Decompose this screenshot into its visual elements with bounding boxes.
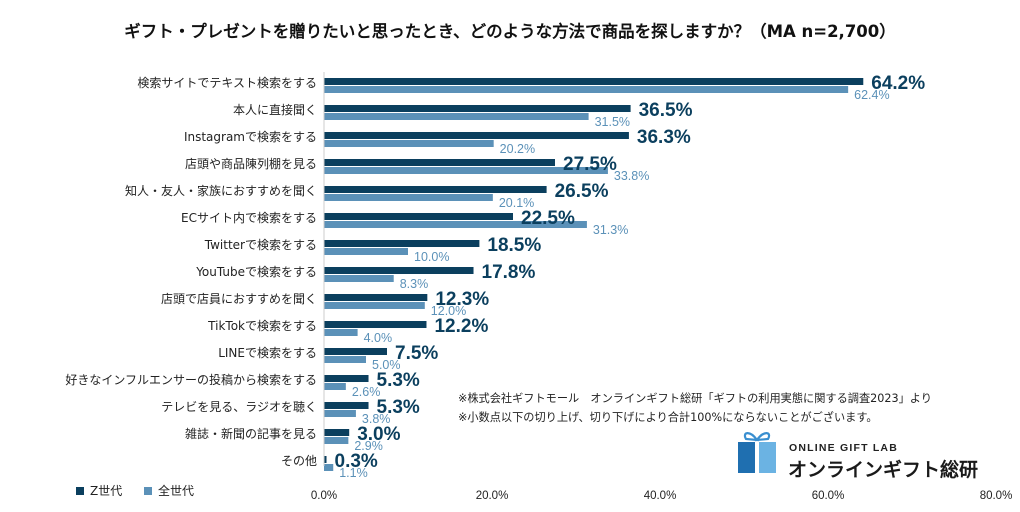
category-label: 好きなインフルエンサーの投稿から検索をする xyxy=(65,372,317,387)
rounding-note: ※小数点以下の切り上げ、切り下げにより合計100%にならないことがございます。 xyxy=(458,411,878,424)
z-generation-bar xyxy=(324,186,547,193)
logo-name: オンラインギフト総研 xyxy=(788,459,979,481)
all-generations-value-label: 20.2% xyxy=(500,142,535,156)
logo-subtitle: ONLINE GIFT LAB xyxy=(789,442,898,454)
z-generation-bar xyxy=(324,456,327,463)
all-generations-bar xyxy=(324,248,408,255)
category-label: ECサイト内で検索をする xyxy=(181,211,317,225)
legend-label-all: 全世代 xyxy=(158,483,194,498)
z-generation-value-label: 36.5% xyxy=(639,100,693,121)
all-generations-bar xyxy=(324,329,358,336)
z-generation-value-label: 64.2% xyxy=(871,73,925,94)
z-generation-bar xyxy=(324,213,513,220)
z-generation-bar xyxy=(324,267,474,274)
category-label: 店頭で店員におすすめを聞く xyxy=(161,292,317,306)
all-generations-bar xyxy=(324,86,849,93)
z-generation-value-label: 7.5% xyxy=(395,343,438,364)
z-generation-bar xyxy=(324,105,631,112)
z-generation-bar xyxy=(324,132,629,139)
x-tick-label: 40.0% xyxy=(644,490,677,502)
all-generations-bar xyxy=(324,464,334,471)
z-generation-value-label: 26.5% xyxy=(555,181,609,202)
all-generations-bar xyxy=(324,113,589,120)
z-generation-bar xyxy=(324,402,369,409)
x-tick-label: 80.0% xyxy=(980,490,1013,502)
all-generations-bar xyxy=(324,167,608,174)
category-label: LINEで検索をする xyxy=(218,346,317,360)
category-label: TikTokで検索をする xyxy=(207,319,317,333)
x-tick-label: 20.0% xyxy=(476,490,509,502)
z-generation-value-label: 27.5% xyxy=(563,154,617,175)
all-generations-value-label: 3.8% xyxy=(362,412,391,426)
all-generations-value-label: 5.0% xyxy=(372,358,401,372)
all-generations-value-label: 62.4% xyxy=(854,88,889,102)
z-generation-value-label: 12.3% xyxy=(435,289,489,310)
all-generations-value-label: 8.3% xyxy=(400,277,429,291)
z-generation-value-label: 18.5% xyxy=(487,235,541,256)
all-generations-value-label: 12.0% xyxy=(431,304,466,318)
z-generation-value-label: 22.5% xyxy=(521,208,575,229)
z-generation-value-label: 17.8% xyxy=(482,262,536,283)
legend-swatch-z xyxy=(76,487,84,495)
z-generation-bar xyxy=(324,375,369,382)
all-generations-value-label: 2.9% xyxy=(354,439,383,453)
z-generation-bar xyxy=(324,159,555,166)
all-generations-bar xyxy=(324,410,356,417)
category-label: 雑誌・新聞の記事を見る xyxy=(185,426,317,441)
source-note: ※株式会社ギフトモール オンラインギフト総研「ギフトの利用実態に関する調査202… xyxy=(458,392,932,405)
all-generations-value-label: 4.0% xyxy=(364,331,393,345)
all-generations-bar xyxy=(324,356,366,363)
category-label: 知人・友人・家族におすすめを聞く xyxy=(125,183,317,198)
category-label: Twitterで検索をする xyxy=(204,238,317,252)
category-label: 本人に直接聞く xyxy=(233,102,317,117)
x-tick-label: 0.0% xyxy=(311,490,337,502)
z-generation-value-label: 12.2% xyxy=(434,316,488,337)
z-generation-value-label: 3.0% xyxy=(357,424,400,445)
legend-swatch-all xyxy=(144,487,152,495)
all-generations-value-label: 20.1% xyxy=(499,196,534,210)
z-generation-value-label: 0.3% xyxy=(335,451,378,472)
category-label: テレビを見る、ラジオを聴く xyxy=(161,400,317,414)
all-generations-value-label: 2.6% xyxy=(352,385,381,399)
all-generations-value-label: 31.5% xyxy=(595,115,630,129)
category-label: YouTubeで検索をする xyxy=(195,265,317,279)
all-generations-value-label: 31.3% xyxy=(593,223,628,237)
all-generations-bar xyxy=(324,275,394,282)
z-generation-bar xyxy=(324,348,387,355)
category-label: 検索サイトでテキスト検索をする xyxy=(137,76,317,90)
all-generations-value-label: 1.1% xyxy=(339,466,368,480)
legend-label-z: Z世代 xyxy=(90,484,122,498)
all-generations-bar xyxy=(324,437,349,444)
z-generation-value-label: 5.3% xyxy=(377,397,420,418)
z-generation-bar xyxy=(324,240,480,247)
category-label: その他 xyxy=(281,454,317,468)
z-generation-value-label: 36.3% xyxy=(637,127,691,148)
all-generations-bar xyxy=(324,383,346,390)
z-generation-value-label: 5.3% xyxy=(377,370,420,391)
gift-box-icon xyxy=(738,432,776,473)
all-generations-bar xyxy=(324,221,587,228)
chart-title: ギフト・プレゼントを贈りたいと思ったとき、どのような方法で商品を探しますか？（M… xyxy=(124,22,896,41)
z-generation-bar xyxy=(324,321,427,328)
all-generations-bar xyxy=(324,302,425,309)
all-generations-value-label: 10.0% xyxy=(414,250,449,264)
z-generation-bar xyxy=(324,294,428,301)
z-generation-bar xyxy=(324,429,350,436)
category-label: 店頭や商品陳列棚を見る xyxy=(185,156,317,171)
x-tick-label: 60.0% xyxy=(812,490,845,502)
category-label: Instagramで検索をする xyxy=(184,130,317,144)
all-generations-value-label: 33.8% xyxy=(614,169,649,183)
z-generation-bar xyxy=(324,78,864,85)
all-generations-bar xyxy=(324,194,493,201)
all-generations-bar xyxy=(324,140,494,147)
